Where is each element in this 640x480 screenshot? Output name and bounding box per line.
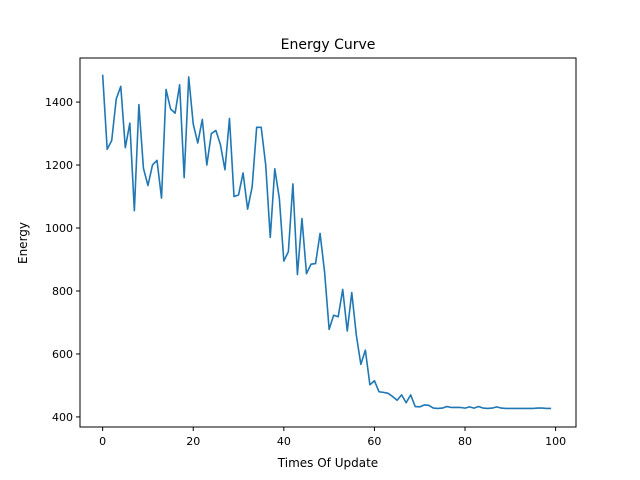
x-tick-label: 100 bbox=[545, 435, 566, 448]
x-tick-label: 40 bbox=[277, 435, 291, 448]
x-tick-label: 80 bbox=[458, 435, 472, 448]
y-tick-label: 1200 bbox=[45, 159, 73, 172]
y-tick-label: 400 bbox=[52, 411, 73, 424]
x-tick-label: 20 bbox=[186, 435, 200, 448]
y-axis-label: Energy bbox=[16, 222, 30, 264]
y-tick-label: 1400 bbox=[45, 96, 73, 109]
x-tick-label: 60 bbox=[367, 435, 381, 448]
chart-title: Energy Curve bbox=[281, 37, 376, 53]
plot-frame bbox=[79, 57, 577, 428]
y-tick-label: 800 bbox=[52, 285, 73, 298]
y-axis: 400 600 800 1000 1200 1400 bbox=[45, 96, 80, 424]
plot-area bbox=[101, 74, 552, 410]
x-axis-label: Times Of Update bbox=[277, 456, 378, 470]
y-tick-label: 600 bbox=[52, 348, 73, 361]
y-tick-label: 1000 bbox=[45, 222, 73, 235]
x-tick-label: 0 bbox=[99, 435, 106, 448]
x-axis: 0 20 40 60 80 100 bbox=[99, 427, 566, 448]
series-line-0 bbox=[101, 74, 552, 410]
